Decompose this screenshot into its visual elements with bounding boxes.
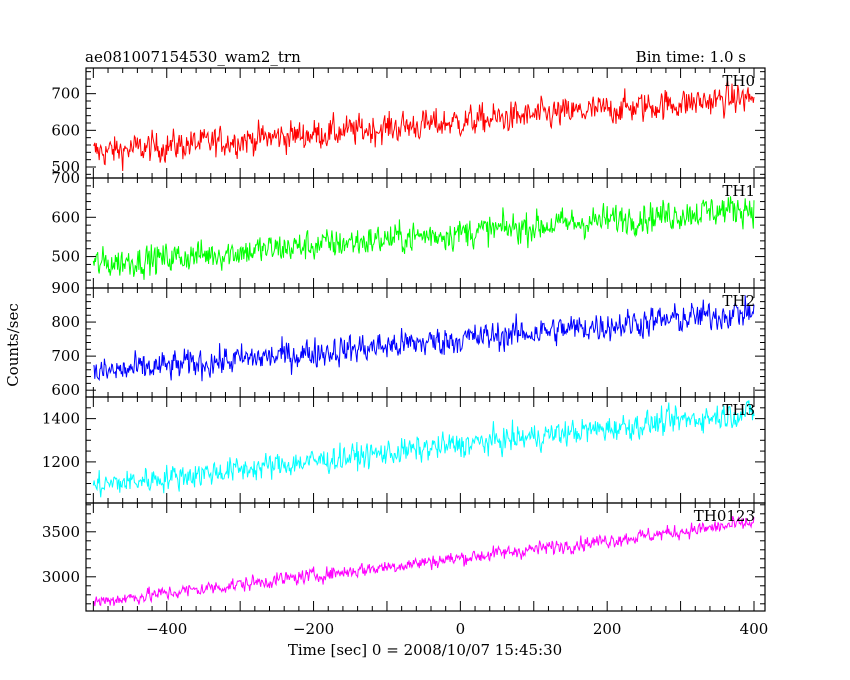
y-tick-label: 600 (51, 381, 80, 399)
panel-frame (85, 287, 766, 398)
y-tick-label: 1200 (42, 453, 80, 471)
x-tick-label: −200 (293, 620, 334, 638)
series-line-th3 (92, 400, 755, 498)
y-tick-label: 600 (51, 121, 80, 139)
series-line-th0 (93, 80, 755, 172)
x-axis-label: Time [sec] 0 = 2008/10/07 15:45:30 (288, 641, 562, 659)
panels-group: 500 600 700 TH0 500 600 700 TH1 600 700 800 900 TH2 1… (42, 67, 769, 638)
x-tick-label: 0 (456, 620, 466, 638)
series-line-th2 (93, 295, 755, 382)
bin-time-label: Bin time: 1.0 s (636, 48, 746, 66)
panel-label-th0123: TH0123 (694, 507, 755, 525)
y-tick-label: 500 (51, 158, 80, 176)
y-tick-label: 3500 (42, 523, 80, 541)
series-line-th1 (92, 196, 755, 280)
y-tick-label: 900 (51, 279, 80, 297)
y-tick-label: 1400 (42, 410, 80, 428)
y-tick-label: 600 (51, 208, 80, 226)
y-tick-label: 700 (51, 169, 80, 187)
x-tick-label: −400 (146, 620, 187, 638)
y-tick-label: 800 (51, 313, 80, 331)
panel-frame (85, 502, 766, 612)
x-tick-label: 200 (593, 620, 622, 638)
panel-frame (85, 177, 766, 289)
x-tick-label: 400 (740, 620, 769, 638)
panel-label-th2: TH2 (722, 292, 755, 310)
series-line-th0123 (92, 515, 755, 607)
panel-label-th3: TH3 (722, 401, 755, 419)
y-tick-label: 500 (51, 248, 80, 266)
y-axis-label: Counts/sec (4, 303, 22, 387)
panel-label-th1: TH1 (722, 182, 755, 200)
panel-frame (85, 396, 766, 504)
chart-title: ae081007154530_wam2_trn (85, 48, 301, 66)
y-tick-label: 3000 (42, 568, 80, 586)
panel-label-th0: TH0 (722, 72, 755, 90)
y-tick-label: 700 (51, 85, 80, 103)
y-tick-label: 700 (51, 347, 80, 365)
